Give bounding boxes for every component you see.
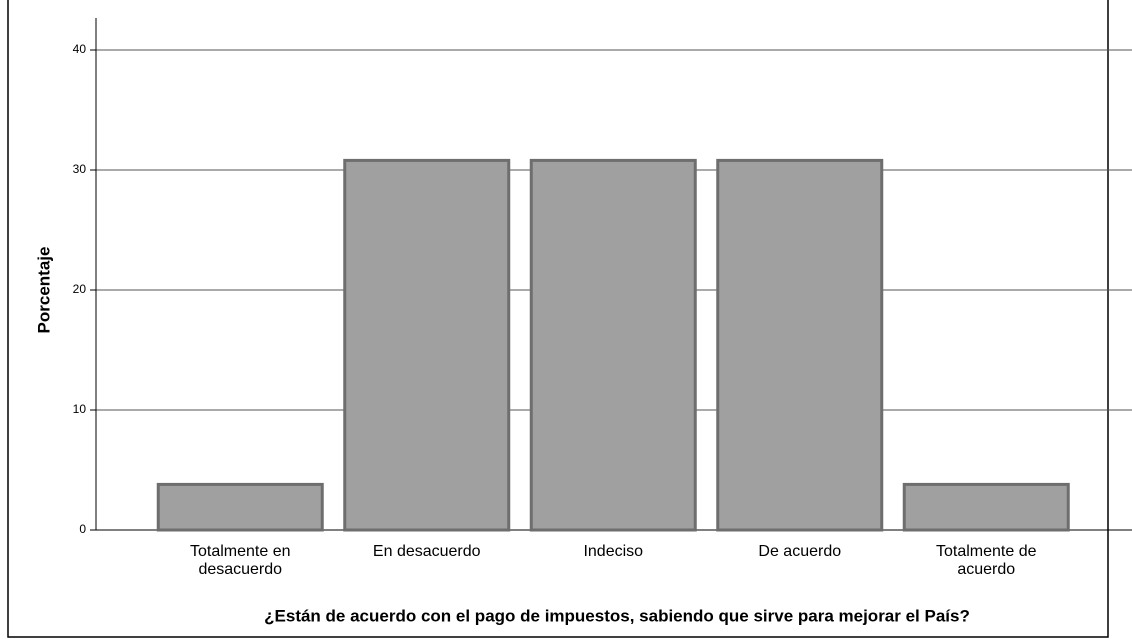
frame xyxy=(7,0,1109,638)
y-axis-label: Porcentaje xyxy=(34,247,53,334)
bar xyxy=(902,482,1070,532)
x-axis-label: ¿Están de acuerdo con el pago de impuest… xyxy=(264,606,970,625)
x-tick-label: Totalmente de acuerdo xyxy=(935,543,1037,578)
y-tick-label: 20 xyxy=(73,282,87,296)
x-tick-label: En desacuerdo xyxy=(372,543,481,560)
bar xyxy=(529,158,697,532)
x-tick-label: De acuerdo xyxy=(758,543,842,560)
y-tick-label: 40 xyxy=(73,42,87,56)
x-tick-label: Totalmente en desacuerdo xyxy=(189,543,291,578)
bar xyxy=(156,482,324,532)
y-tick-label: 30 xyxy=(73,162,87,176)
y-tick-label: 10 xyxy=(73,402,87,416)
y-tick-label: 0 xyxy=(79,522,86,536)
bar xyxy=(343,158,511,532)
bar xyxy=(716,158,884,532)
x-tick-label: Indeciso xyxy=(583,543,644,560)
